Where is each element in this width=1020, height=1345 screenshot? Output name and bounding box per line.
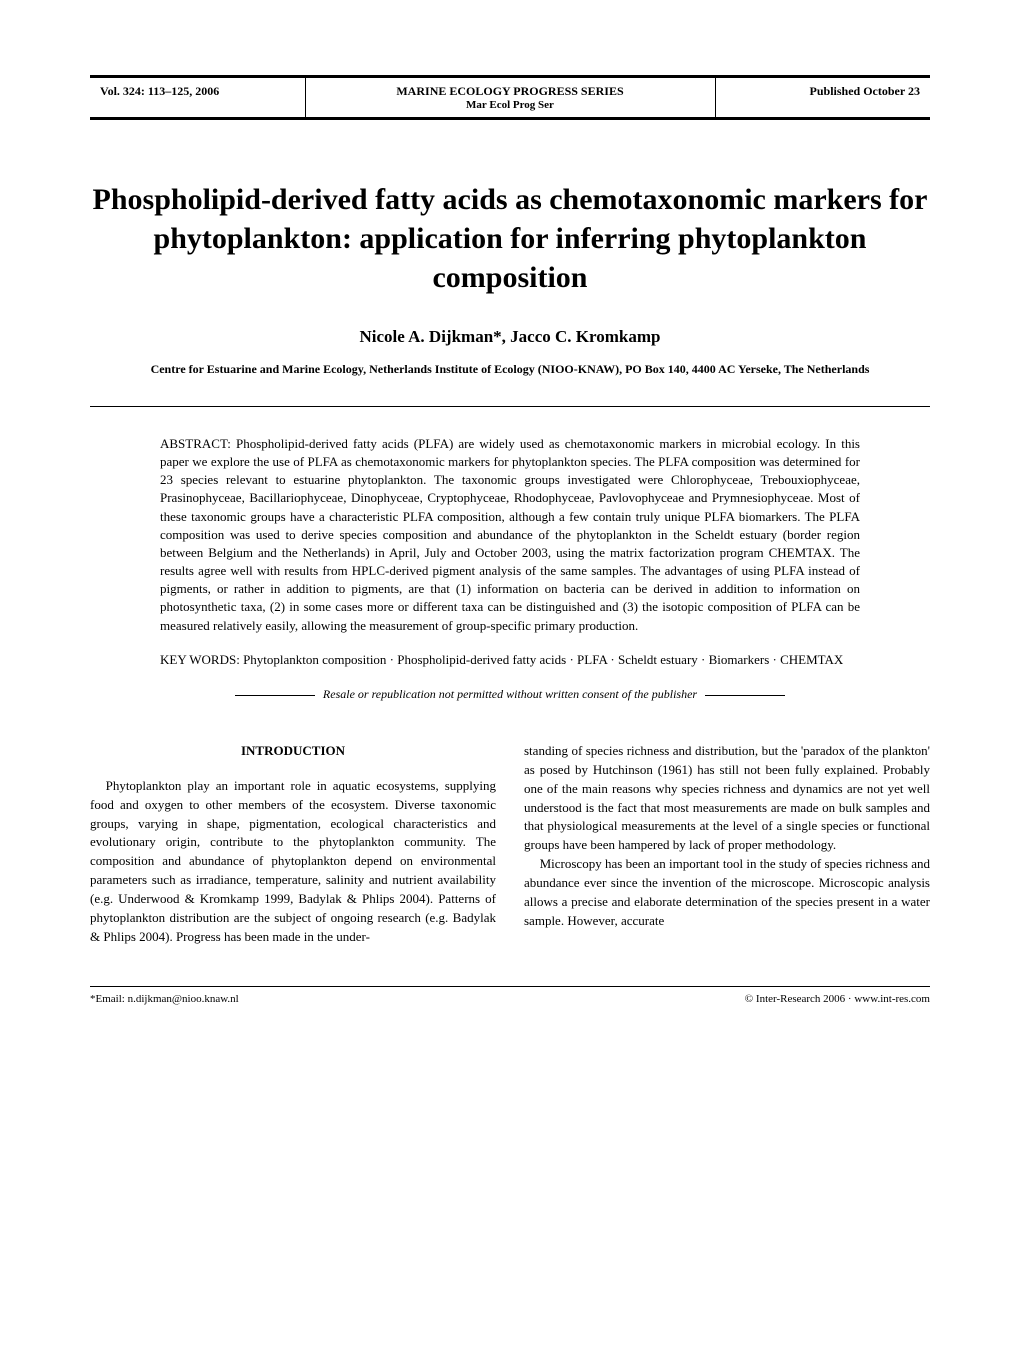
abstract-text: Phospholipid-derived fatty acids (PLFA) … [160,436,860,633]
keywords-label: KEY WORDS: [160,652,243,667]
page: Vol. 324: 113–125, 2006 MARINE ECOLOGY P… [0,0,1020,1055]
copyright: © Inter-Research 2006 · www.int-res.com [745,993,930,1005]
column-right: standing of species richness and distrib… [524,742,930,946]
intro-paragraph-1-cont: standing of species richness and distrib… [524,742,930,855]
series-full: MARINE ECOLOGY PROGRESS SERIES [316,84,705,99]
keywords: KEY WORDS: Phytoplankton composition · P… [160,651,860,669]
series-short: Mar Ecol Prog Ser [316,99,705,111]
abstract-block: ABSTRACT: Phospholipid-derived fatty aci… [90,435,930,669]
journal-header: Vol. 324: 113–125, 2006 MARINE ECOLOGY P… [90,75,930,120]
resale-notice: Resale or republication not permitted wi… [90,687,930,702]
intro-paragraph-2: Microscopy has been an important tool in… [524,855,930,930]
abstract: ABSTRACT: Phospholipid-derived fatty aci… [160,435,860,635]
affiliation: Centre for Estuarine and Marine Ecology,… [90,361,930,378]
keywords-text: Phytoplankton composition · Phospholipid… [243,652,843,667]
article-title: Phospholipid-derived fatty acids as chem… [90,180,930,297]
abstract-label: ABSTRACT: [160,436,236,451]
journal-series: MARINE ECOLOGY PROGRESS SERIES Mar Ecol … [306,78,716,117]
pub-date: Published October 23 [716,78,931,117]
intro-paragraph-1: Phytoplankton play an important role in … [90,777,496,947]
corresponding-email: *Email: n.dijkman@nioo.knaw.nl [90,993,239,1005]
body-columns: INTRODUCTION Phytoplankton play an impor… [90,742,930,946]
divider [90,406,930,407]
column-left: INTRODUCTION Phytoplankton play an impor… [90,742,496,946]
volume-info: Vol. 324: 113–125, 2006 [90,78,306,117]
page-footer: *Email: n.dijkman@nioo.knaw.nl © Inter-R… [90,986,930,1005]
authors: Nicole A. Dijkman*, Jacco C. Kromkamp [90,327,930,347]
intro-heading: INTRODUCTION [90,742,496,761]
